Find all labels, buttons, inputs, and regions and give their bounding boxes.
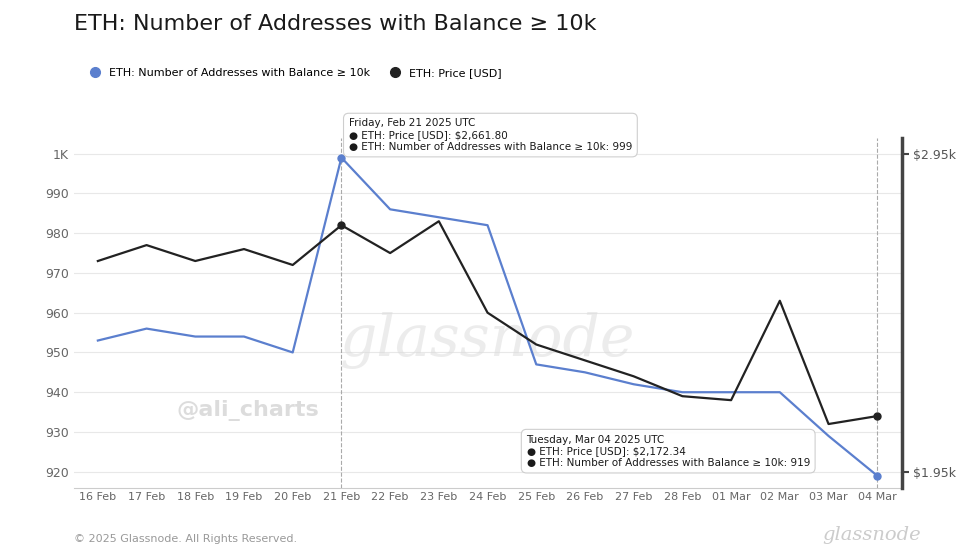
Text: Tuesday, Mar 04 2025 UTC
● ETH: Price [USD]: $2,172.34
● ETH: Number of Addresse: Tuesday, Mar 04 2025 UTC ● ETH: Price [U…: [526, 435, 809, 468]
Text: © 2025 Glassnode. All Rights Reserved.: © 2025 Glassnode. All Rights Reserved.: [74, 534, 297, 544]
Legend: ETH: Number of Addresses with Balance ≥ 10k, ETH: Price [USD]: ETH: Number of Addresses with Balance ≥ …: [79, 63, 506, 82]
Text: @ali_charts: @ali_charts: [176, 400, 318, 421]
Text: Friday, Feb 21 2025 UTC
● ETH: Price [USD]: $2,661.80
● ETH: Number of Addresses: Friday, Feb 21 2025 UTC ● ETH: Price [US…: [349, 118, 632, 152]
Text: glassnode: glassnode: [340, 312, 635, 369]
Text: ETH: Number of Addresses with Balance ≥ 10k: ETH: Number of Addresses with Balance ≥ …: [74, 14, 596, 34]
Text: glassnode: glassnode: [822, 526, 921, 544]
